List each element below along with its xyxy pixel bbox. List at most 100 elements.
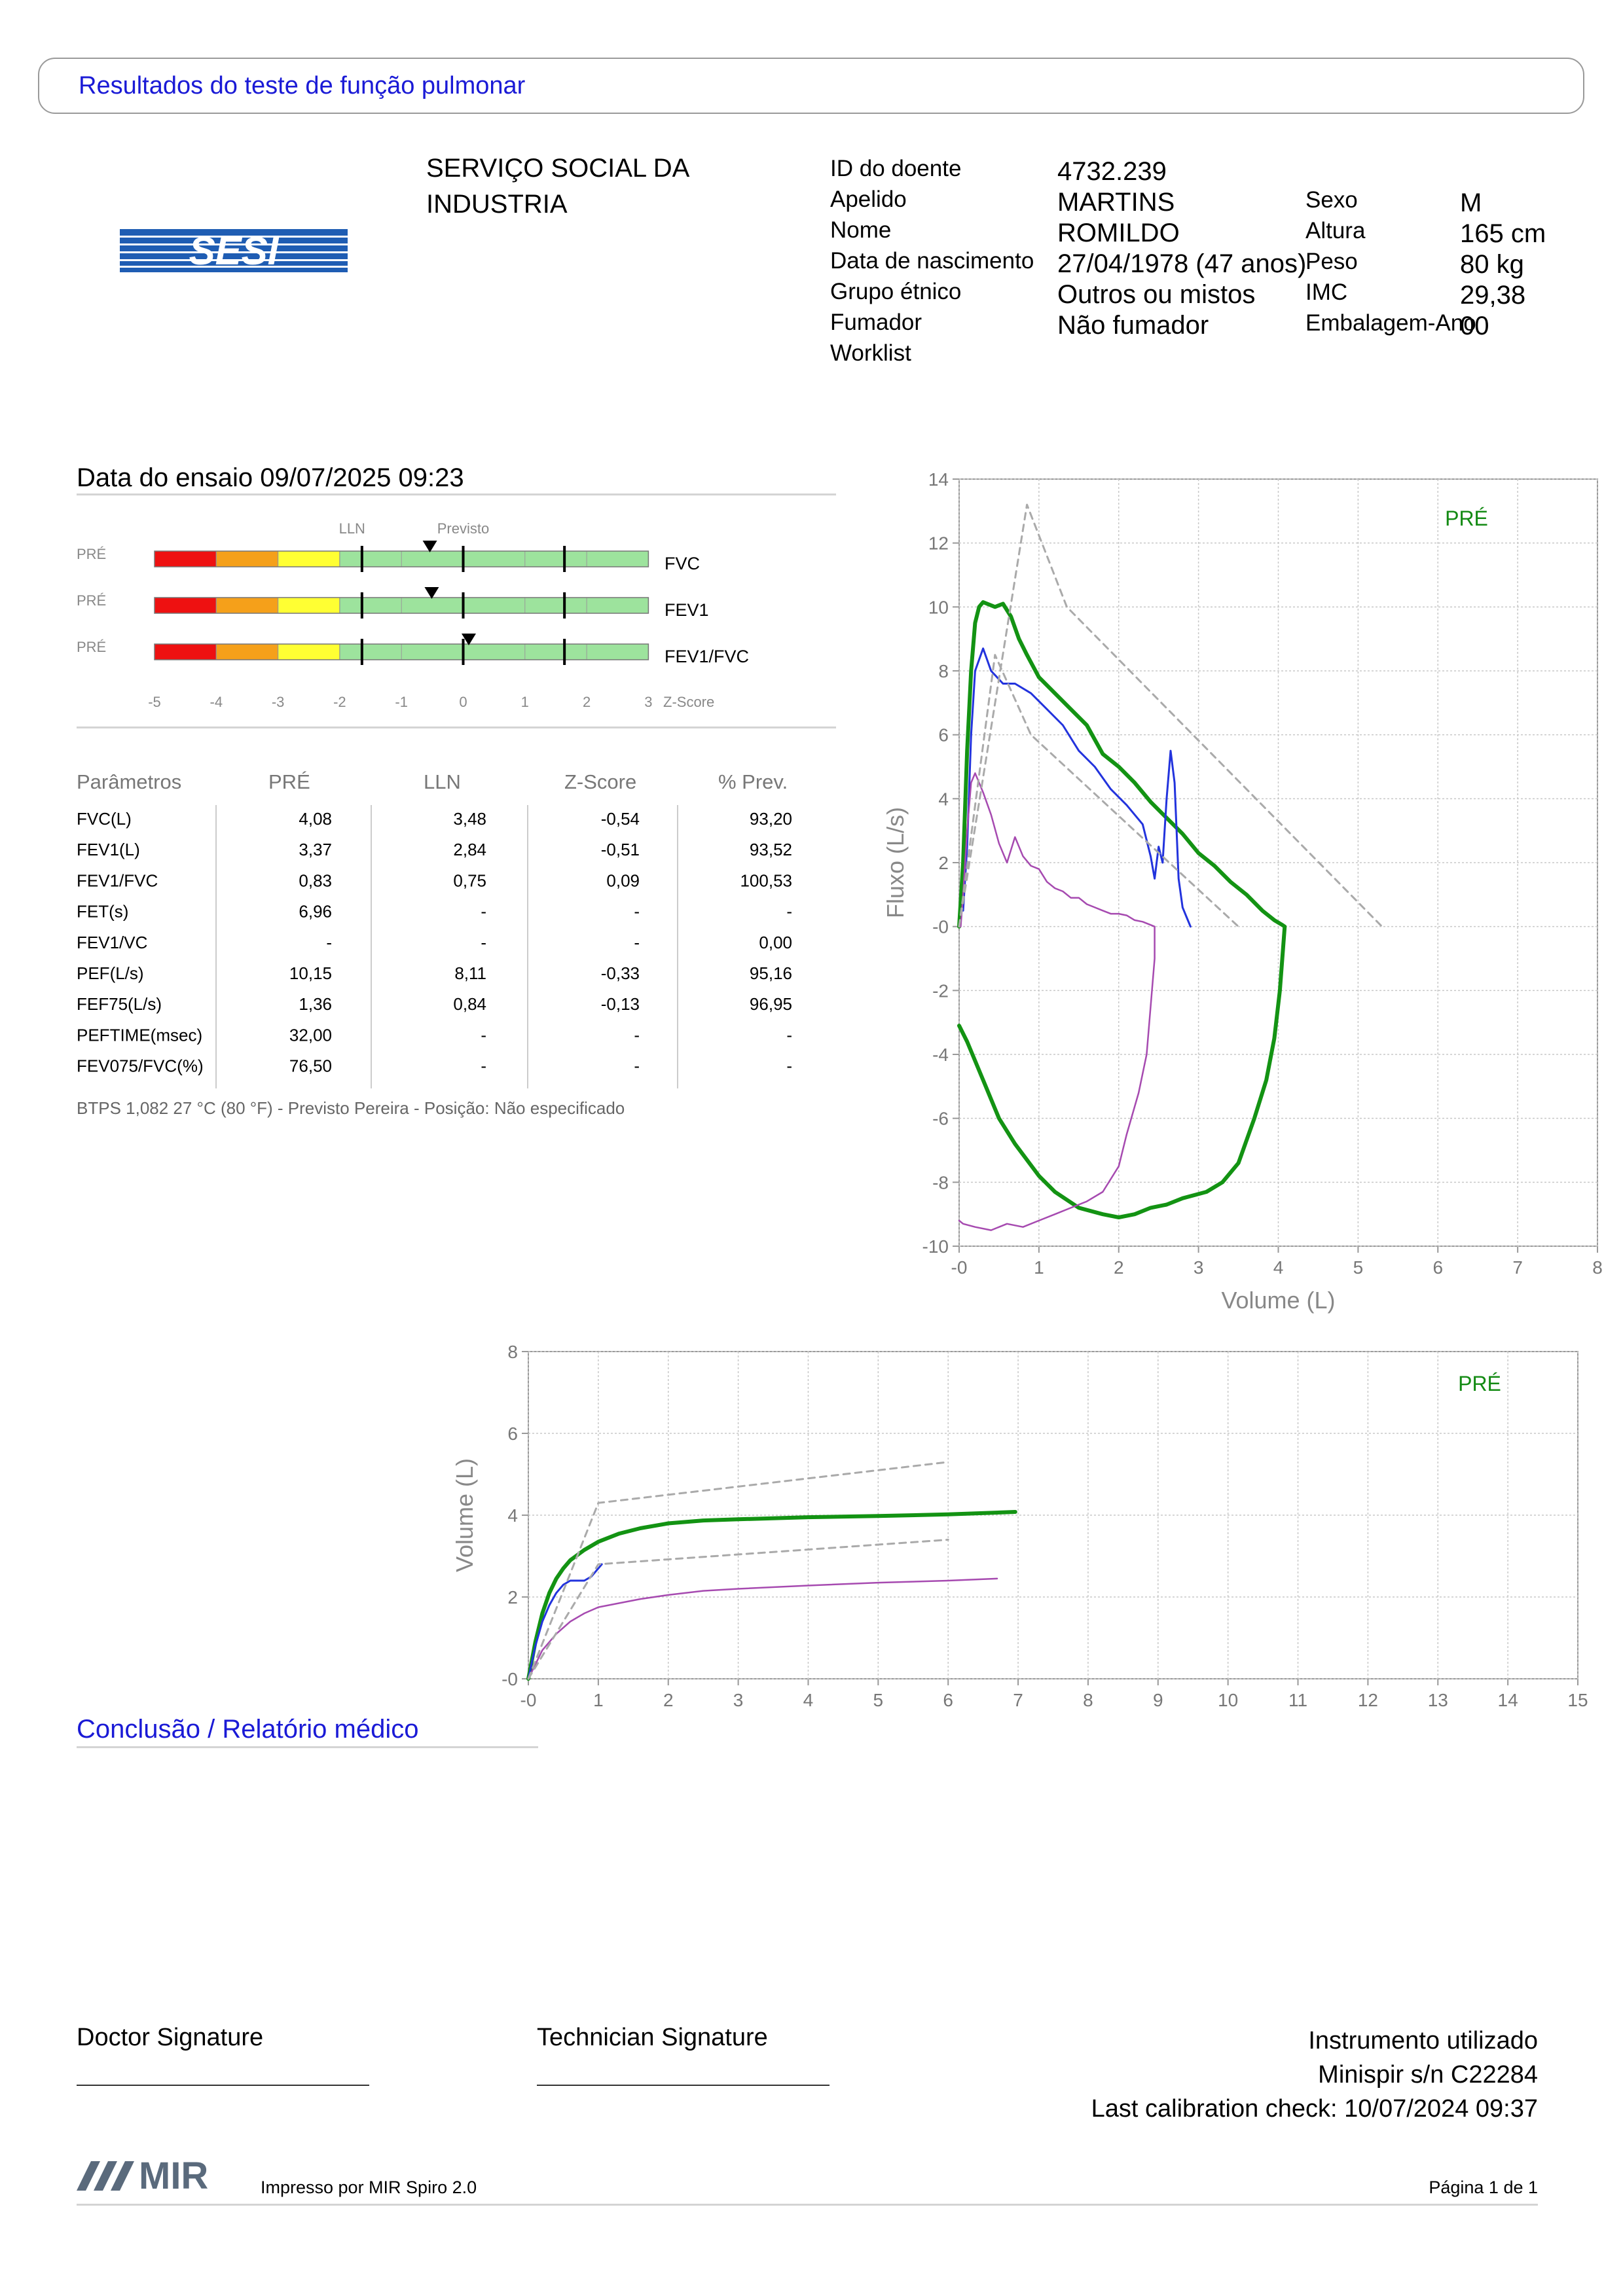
zscore-band [215, 643, 279, 660]
mir-logo-text: MIR [139, 2155, 208, 2194]
table-cell-param: PEFTIME(msec) [77, 1025, 202, 1045]
zscore-phase-label: PRÉ [77, 639, 106, 655]
mir-logo-graphic: MIR [77, 2155, 208, 2197]
table-row: FEV1(L) 3,37 2,84 -0,51 93,52 [77, 840, 792, 859]
divider [77, 1746, 538, 1748]
patient-field-label: Worklist [830, 340, 911, 366]
zscore-value-marker [461, 634, 476, 645]
table-cell-pctpred: 0,00 [759, 933, 792, 952]
y-tick-label: 14 [928, 469, 949, 490]
y-tick-label: 8 [507, 1342, 518, 1362]
zscore-bar-frame [154, 550, 649, 567]
patient-field-value: ROMILDO [1057, 219, 1180, 247]
plot-area [528, 1351, 1578, 1679]
footer-divider [77, 2204, 1538, 2206]
y-tick-label: 10 [928, 597, 949, 617]
table-cell-pre: 0,83 [299, 870, 332, 890]
x-tick-label: 2 [1114, 1257, 1124, 1278]
technician-signature-line [537, 2085, 830, 2086]
mir-logo: MIR [77, 2155, 247, 2197]
table-header: Parâmetros [77, 770, 181, 793]
table-cell-param: FVC(L) [77, 809, 132, 829]
series-line [527, 1539, 949, 1680]
table-cell-zscore: 0,09 [606, 870, 640, 890]
table-cell-param: FEV1/VC [77, 933, 147, 952]
page-number: Página 1 de 1 [1429, 2178, 1538, 2197]
table-footnote: BTPS 1,082 27 °C (80 °F) - Previsto Pere… [77, 1098, 625, 1118]
patient-field-value: Não fumador [1057, 311, 1209, 340]
table-cell-lln: - [481, 933, 486, 952]
y-tick-label: 12 [928, 533, 949, 554]
x-tick-label: 1 [1034, 1257, 1044, 1278]
sesi-logo: SESI [120, 229, 348, 273]
doctor-signature-line [77, 2085, 369, 2086]
table-cell-zscore: -0,54 [601, 809, 640, 829]
divider [77, 493, 836, 495]
x-tick-label: 8 [1083, 1690, 1093, 1708]
zscore-bar-frame [154, 643, 649, 660]
institution-name-line1: SERVIÇO SOCIAL DA [426, 154, 690, 183]
table-cell-pctpred: - [786, 1025, 792, 1045]
patient-field-value: 00 [1460, 312, 1489, 340]
patient-field-value: 29,38 [1460, 281, 1526, 310]
x-tick-label: 5 [1353, 1257, 1364, 1278]
y-tick-label: 6 [507, 1424, 518, 1444]
table-row: FEV1/VC - - - 0,00 [77, 933, 792, 952]
patient-field-label: Nome [830, 217, 892, 243]
table-cell-lln: - [481, 1025, 486, 1045]
x-tick-label: 14 [1498, 1690, 1518, 1708]
patient-field-value: 165 cm [1460, 219, 1546, 248]
table-row: FEF75(L/s) 1,36 0,84 -0,13 96,95 [77, 994, 792, 1014]
y-tick-label: 2 [938, 853, 949, 873]
x-tick-label: 8 [1592, 1257, 1603, 1278]
patient-field-value: M [1460, 188, 1482, 217]
y-axis-label: Fluxo (L/s) [882, 807, 909, 918]
zscore-band [215, 597, 279, 614]
table-header: Z-Score [564, 770, 636, 793]
zscore-tick: -5 [148, 694, 161, 710]
zscore-phase-label: PRÉ [77, 592, 106, 609]
y-tick-label: -0 [501, 1669, 518, 1689]
table-cell-lln: 0,84 [453, 994, 486, 1014]
table-header: % Prev. [718, 770, 788, 793]
sesi-logo-text: SESI [189, 229, 280, 272]
zscore-band [154, 597, 217, 614]
table-cell-zscore: - [634, 1025, 640, 1045]
patient-field-value: 4732.239 [1057, 157, 1167, 186]
zscore-band [339, 550, 649, 567]
y-tick-label: -10 [922, 1236, 949, 1257]
zscore-value-marker [422, 541, 437, 552]
test-date: Data do ensaio 09/07/2025 09:23 [77, 463, 464, 492]
table-cell-zscore: - [634, 933, 640, 952]
zscore-tick: 3 [644, 694, 652, 710]
table-cell-param: FEV1/FVC [77, 870, 158, 890]
table-cell-pre: 4,08 [299, 809, 332, 829]
technician-signature-label: Technician Signature [537, 2024, 768, 2051]
x-tick-label: -0 [951, 1257, 968, 1278]
patient-field-value: 27/04/1978 (47 anos) [1057, 249, 1307, 278]
x-tick-label: 2 [663, 1690, 674, 1708]
x-tick-label: 7 [1013, 1690, 1023, 1708]
x-tick-label: 6 [943, 1690, 953, 1708]
table-cell-lln: 3,48 [453, 809, 486, 829]
divider [77, 726, 836, 728]
flow-volume-svg: -0 1 2 3 4 5 6 7 81412108642-0-2-4-6-8-10Volume … [882, 469, 1603, 1314]
x-tick-label: 7 [1512, 1257, 1523, 1278]
y-tick-label: 4 [938, 789, 949, 809]
zscore-tick: -3 [272, 694, 285, 710]
table-cell-pctpred: 93,52 [750, 840, 792, 859]
calibration-check: Last calibration check: 10/07/2024 09:37 [1091, 2095, 1538, 2123]
patient-field-label: Fumador [830, 310, 922, 335]
instrument-label: Instrumento utilizado [1308, 2027, 1538, 2054]
table-cell-pctpred: 95,16 [750, 963, 792, 983]
patient-field-label: Embalagem-Ano [1305, 310, 1476, 336]
table-cell-param: FET(s) [77, 902, 128, 922]
zscore-bar: PRÉ FEV1/FVC [77, 634, 749, 666]
y-tick-label: -0 [932, 917, 949, 937]
x-tick-label: 3 [733, 1690, 744, 1708]
zscore-bar-name: FEV1/FVC [665, 647, 749, 666]
patient-field-label: Peso [1305, 249, 1358, 274]
zscore-bar: PRÉ FVC [77, 541, 700, 573]
table-row: FEV1/FVC 0,83 0,75 0,09 100,53 [77, 870, 792, 890]
patient-field-label: Altura [1305, 218, 1366, 243]
